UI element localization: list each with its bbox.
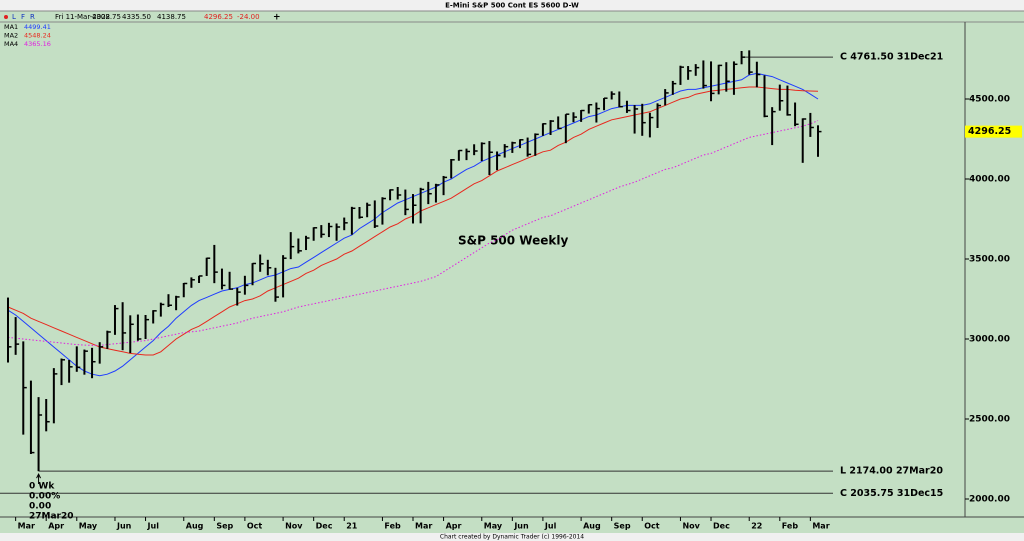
marker-arrowhead <box>36 473 42 479</box>
annotation-label: L 2174.00 27Mar20 <box>840 466 943 477</box>
annotation-label: C 4761.50 31Dec21 <box>840 52 943 63</box>
x-tick-label: Feb <box>782 522 799 531</box>
y-tick-label: 2000.00 <box>969 495 1010 505</box>
marker-label: 0.00% <box>29 492 60 502</box>
marker-label: 0.00 <box>29 502 51 512</box>
chart-subtitle: S&P 500 Weekly <box>458 234 568 248</box>
add-button[interactable]: + <box>273 13 281 23</box>
y-tick-label: 3500.00 <box>969 255 1010 265</box>
x-tick-label: Oct <box>644 522 660 531</box>
header-high: 4335.50 <box>122 13 151 21</box>
x-tick-label: Apr <box>446 522 462 531</box>
x-tick-label: Mar <box>415 522 432 531</box>
x-tick-label: Aug <box>186 522 204 531</box>
x-tick-label: 22 <box>751 522 762 531</box>
legend-name: MA1 <box>4 23 18 31</box>
x-tick-label: Sep <box>614 522 631 531</box>
x-tick-label: May <box>484 522 503 531</box>
x-tick-label: Nov <box>285 522 303 531</box>
x-tick-label: Mar <box>18 522 35 531</box>
toolbar-button[interactable]: R <box>30 13 35 21</box>
x-tick-label: Jun <box>513 522 529 531</box>
header-change: -24.00 <box>237 13 260 21</box>
x-tick-label: Dec <box>316 522 333 531</box>
y-tick-label: 4000.00 <box>969 175 1010 185</box>
footer: Chart created by Dynamic Trader (c) 1996… <box>440 534 584 541</box>
x-tick-label: 21 <box>346 522 358 531</box>
legend-value: 4365.16 <box>24 40 51 48</box>
moving-average <box>7 120 819 346</box>
x-tick-label: Jul <box>147 522 160 531</box>
marker-label: 27Mar20 <box>29 512 74 522</box>
x-tick-label: Sep <box>216 522 233 531</box>
x-tick-label: Jun <box>116 522 132 531</box>
x-tick-label: Dec <box>713 522 730 531</box>
y-tick-label: 2500.00 <box>969 415 1010 425</box>
last-price-label: 4296.25 <box>968 126 1011 137</box>
legend-value: 4499.41 <box>24 23 51 31</box>
x-tick-label: May <box>79 522 98 531</box>
marker-label: 0 Wk <box>29 482 55 492</box>
last-price-tag <box>965 125 1022 138</box>
legend-name: MA4 <box>4 40 18 48</box>
annotation-label: C 2035.75 31Dec15 <box>840 488 943 499</box>
footer-bar <box>0 533 1024 541</box>
x-tick-label: Oct <box>247 522 263 531</box>
legend-value: 4548.24 <box>24 32 51 40</box>
x-tick-label: Jul <box>544 522 557 531</box>
status-dot <box>4 15 8 19</box>
legend-name: MA2 <box>4 32 18 40</box>
header-low: 4138.75 <box>157 13 186 21</box>
header-open: 4308.75 <box>92 13 121 21</box>
chart-title: E-Mini S&P 500 Cont ES 5600 D-W <box>445 2 579 10</box>
x-tick-label: Aug <box>583 522 601 531</box>
header-date: Fri 11-Mar-2022 <box>55 13 110 21</box>
header-close: 4296.25 <box>204 13 233 21</box>
y-tick-label: 4500.00 <box>969 95 1010 105</box>
toolbar-button[interactable]: F <box>21 13 25 21</box>
x-tick-label: Nov <box>682 522 700 531</box>
y-tick-label: 3000.00 <box>969 335 1010 345</box>
title-bar <box>0 0 1024 11</box>
toolbar-button[interactable]: L <box>12 13 16 21</box>
x-tick-label: Feb <box>384 522 401 531</box>
x-tick-label: Apr <box>48 522 64 531</box>
x-tick-label: Mar <box>812 522 829 531</box>
